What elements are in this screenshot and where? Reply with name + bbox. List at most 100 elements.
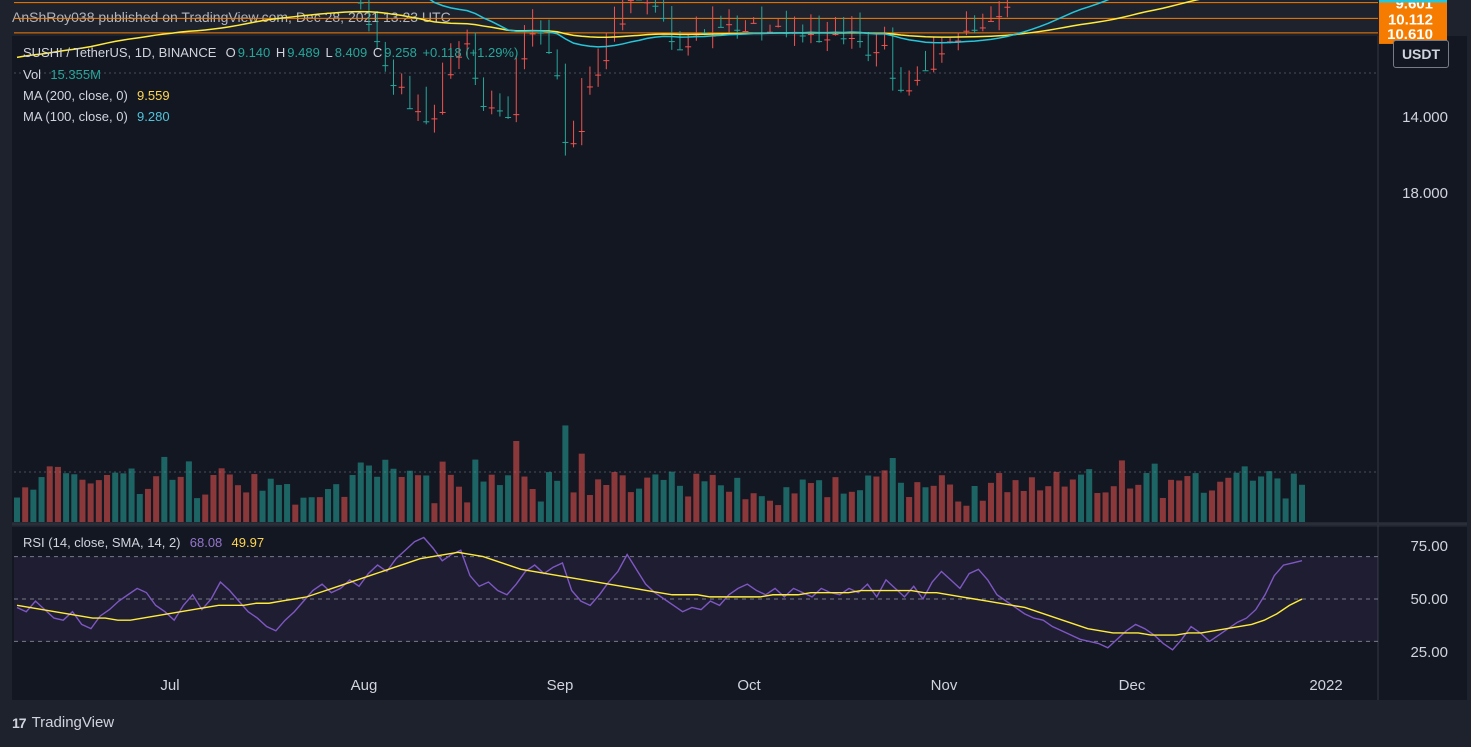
candle-body xyxy=(996,16,1003,18)
volume-bar xyxy=(529,489,536,522)
volume-bar xyxy=(308,497,315,522)
time-tick-label: Jul xyxy=(160,677,179,694)
candle-body xyxy=(595,74,602,76)
candle-body xyxy=(742,31,749,33)
time-axis[interactable] xyxy=(12,670,1467,700)
candle-body xyxy=(627,0,634,2)
volume-bar xyxy=(1118,460,1125,522)
candle-body xyxy=(529,33,536,35)
candle-body xyxy=(455,56,462,58)
price-panel[interactable] xyxy=(12,36,1467,522)
candle-body xyxy=(987,20,994,22)
volume-bar xyxy=(1233,472,1240,522)
volume-bar xyxy=(1020,490,1027,522)
candle-body xyxy=(447,74,454,76)
volume-bar xyxy=(87,483,94,522)
volume-bar xyxy=(979,500,986,522)
candle-body xyxy=(807,33,814,35)
candle-body xyxy=(431,118,438,120)
candle-body xyxy=(889,77,896,79)
tradingview-logo-icon: 17 xyxy=(12,714,27,731)
volume-bar xyxy=(1159,497,1166,522)
volume-bar xyxy=(791,493,798,522)
footer-brand[interactable]: 17 TradingView xyxy=(12,714,114,731)
volume-bar xyxy=(1168,479,1175,522)
volume-bar xyxy=(685,496,692,522)
volume-bar xyxy=(906,497,913,522)
volume-bar xyxy=(1135,484,1142,522)
volume-bar xyxy=(726,491,733,522)
volume-bar xyxy=(1086,469,1093,522)
volume-bar xyxy=(996,473,1003,522)
volume-bar xyxy=(243,492,250,522)
candle-body xyxy=(578,130,585,132)
legend-high: 9.489 xyxy=(287,45,320,60)
candle-body xyxy=(906,90,913,92)
candle-body xyxy=(832,34,839,36)
candle-body xyxy=(734,29,741,31)
time-tick-label: Sep xyxy=(547,677,574,694)
candle-body xyxy=(971,29,978,31)
candle-body xyxy=(365,23,372,25)
volume-bar xyxy=(1184,476,1191,522)
volume-bar xyxy=(226,474,233,522)
volume-bar xyxy=(415,475,422,522)
volume-bar xyxy=(922,487,929,522)
ma200-line xyxy=(16,0,1200,59)
volume-bar xyxy=(1028,477,1035,522)
volume-bar xyxy=(1151,463,1158,522)
candle-body xyxy=(357,2,364,4)
volume-bar xyxy=(1127,488,1134,522)
legend-rsi-sma: 49.97 xyxy=(231,535,265,550)
volume-bar xyxy=(341,496,348,522)
legend-change: +0.118 (+1.29%) xyxy=(422,45,519,60)
candle-body xyxy=(668,41,675,43)
last-price-label-box xyxy=(1379,0,1447,3)
volume-bar xyxy=(947,484,954,522)
volume-bar xyxy=(202,494,209,522)
resistance-label-1-text: 10.112 xyxy=(1388,11,1433,28)
volume-bar xyxy=(1102,492,1109,522)
volume-bar xyxy=(807,483,814,522)
volume-bar xyxy=(423,475,430,522)
volume-bar xyxy=(857,490,864,522)
volume-bar xyxy=(554,480,561,522)
volume-bar xyxy=(513,440,520,522)
volume-bar xyxy=(38,477,45,522)
volume-bar xyxy=(464,502,471,522)
volume-bar xyxy=(799,479,806,522)
price-tick-label: 14.000 xyxy=(1402,109,1448,126)
time-tick-label: Oct xyxy=(737,677,761,694)
time-tick-label: 2022 xyxy=(1309,677,1342,694)
candle-body xyxy=(865,54,872,56)
candle-body xyxy=(775,25,782,27)
candle-body xyxy=(415,111,422,113)
legend-low-label: L xyxy=(325,45,333,60)
volume-bar xyxy=(570,492,577,522)
volume-bar xyxy=(578,453,585,522)
currency-unit-button[interactable]: USDT xyxy=(1393,40,1449,68)
volume-bar xyxy=(161,456,168,522)
ma100-line xyxy=(429,0,1110,48)
volume-bar xyxy=(914,482,921,522)
volume-bar xyxy=(1069,479,1076,522)
candle-body xyxy=(799,35,806,37)
legend-symbol-row: SUSHI / TetherUS, 1D, BINANCE O 9.140 H 9.… xyxy=(23,45,520,60)
candle-body xyxy=(472,77,479,79)
volume-bar xyxy=(251,474,258,522)
legend-ma100-row: MA (100, close, 0) 9.280 xyxy=(23,109,172,124)
volume-bar xyxy=(22,487,29,522)
volume-bar xyxy=(431,503,438,522)
volume-bar xyxy=(333,484,340,522)
candle-body xyxy=(857,41,864,43)
candle-body xyxy=(652,5,659,7)
volume-bar xyxy=(1249,480,1256,522)
volume-bar xyxy=(275,484,282,522)
volume-bar xyxy=(144,488,151,522)
volume-bar xyxy=(71,474,78,522)
volume-bar xyxy=(734,477,741,522)
candle-body xyxy=(464,43,471,45)
volume-bar xyxy=(95,480,102,522)
